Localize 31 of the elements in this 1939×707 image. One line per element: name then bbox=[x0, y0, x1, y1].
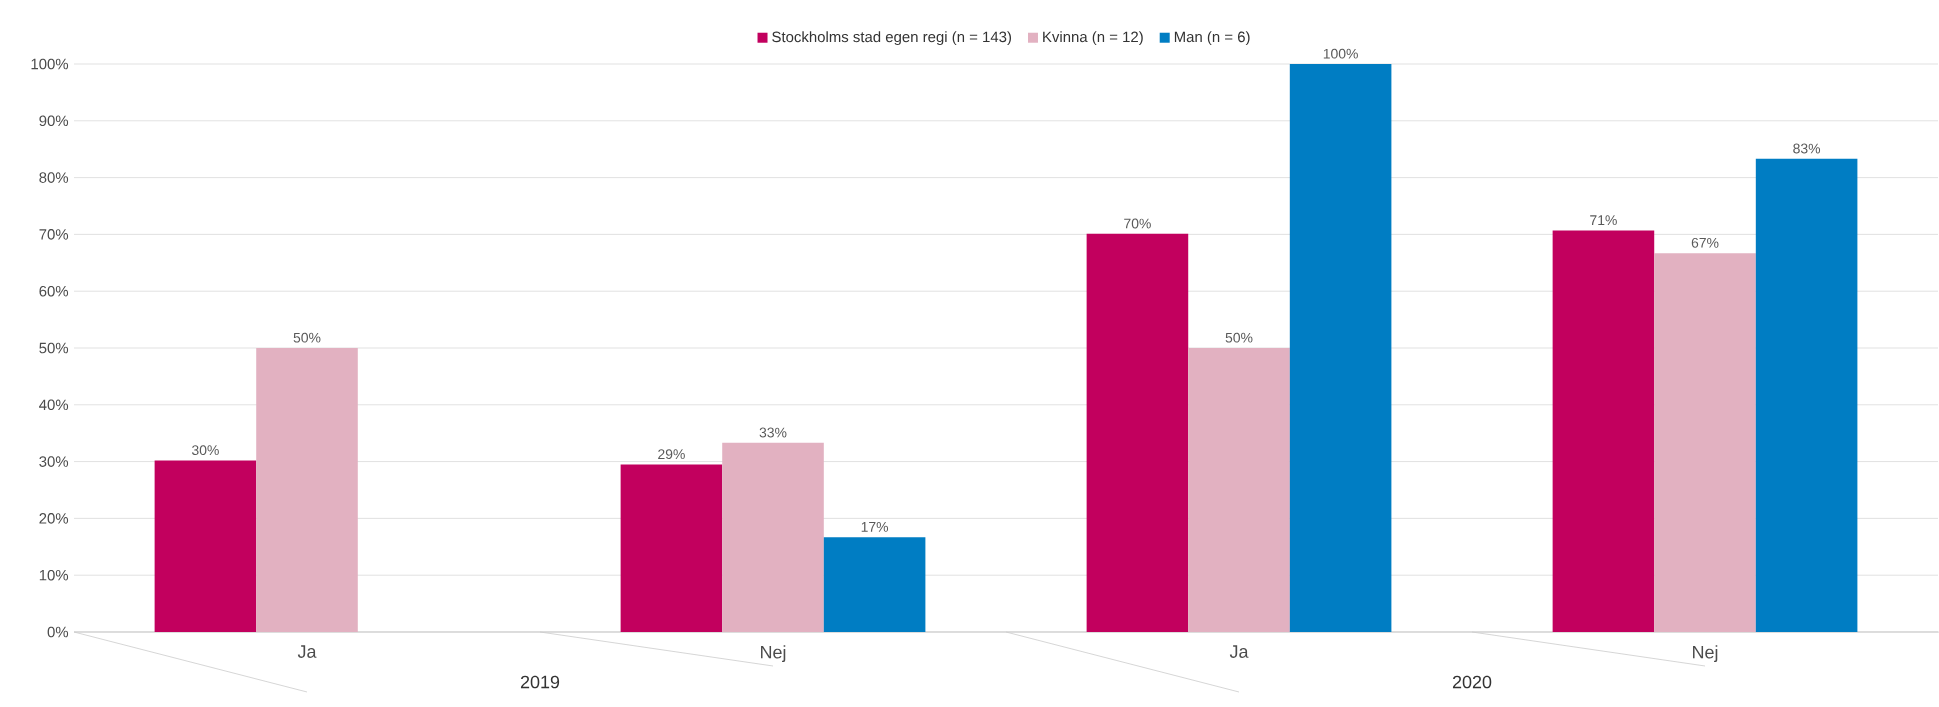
legend-label: Stockholms stad egen regi (n = 143) bbox=[772, 31, 1012, 46]
legend-label: Man (n = 6) bbox=[1174, 31, 1250, 46]
y-tick-label: 10% bbox=[39, 569, 69, 581]
data-label: 70% bbox=[1124, 218, 1151, 229]
data-label: 29% bbox=[658, 449, 685, 460]
data-label: 67% bbox=[1691, 237, 1719, 248]
x-tick-label: Ja bbox=[297, 645, 317, 658]
y-tick-label: 20% bbox=[39, 513, 69, 524]
data-label: 50% bbox=[1225, 332, 1253, 343]
data-label: 33% bbox=[759, 427, 787, 438]
text: 2020 bbox=[1452, 675, 1492, 689]
text: 2019 bbox=[520, 675, 560, 689]
data-label: 17% bbox=[861, 522, 889, 532]
y-tick-label: 50% bbox=[39, 342, 69, 354]
y-tick-label: 30% bbox=[39, 456, 69, 467]
data-label: 100% bbox=[1323, 48, 1358, 59]
y-tick-label: 100% bbox=[31, 58, 69, 70]
y-tick-label: 90% bbox=[39, 115, 69, 127]
y-tick-label: 40% bbox=[39, 399, 69, 411]
x-tick-label: Nej bbox=[1693, 645, 1718, 663]
legend-label: Kvinna (n = 12) bbox=[1043, 31, 1143, 46]
y-tick-label: 70% bbox=[39, 229, 69, 240]
data-label: 50% bbox=[293, 332, 321, 343]
data-label: 71% bbox=[1590, 215, 1617, 226]
x-tick-label: Ja bbox=[1229, 645, 1249, 658]
y-tick-label: 0% bbox=[47, 626, 69, 638]
y-tick-label: 80% bbox=[39, 172, 69, 183]
data-label: 83% bbox=[1793, 143, 1821, 154]
y-tick-label: 60% bbox=[39, 285, 69, 297]
x-tick-label: Nej bbox=[761, 645, 786, 663]
data-label: 30% bbox=[191, 445, 219, 456]
